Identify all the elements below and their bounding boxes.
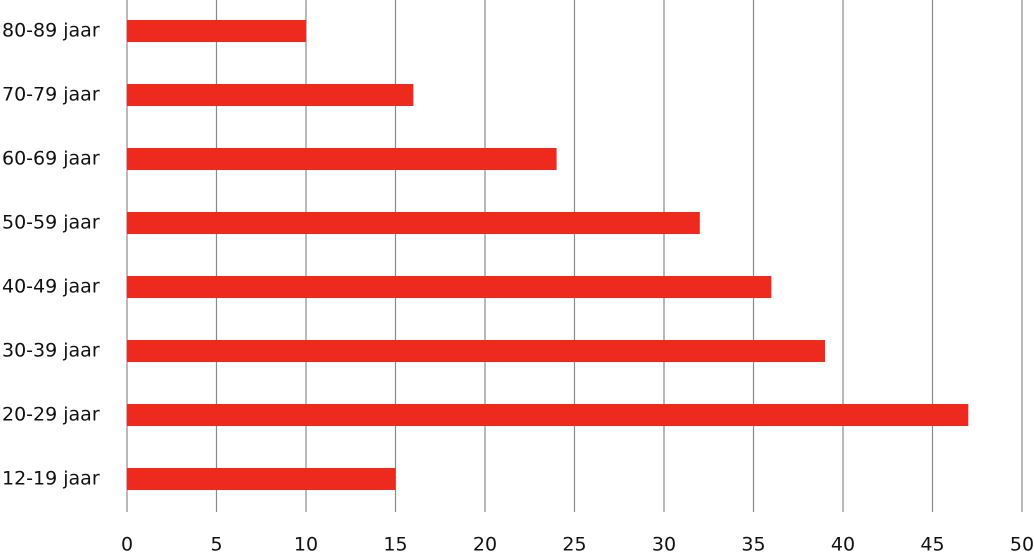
bar	[127, 148, 557, 170]
x-tick-label: 10	[294, 534, 318, 554]
x-tick-label: 35	[741, 534, 765, 554]
y-tick-label: 80-89 jaar	[2, 20, 100, 42]
y-tick-label: 12-19 jaar	[2, 468, 100, 490]
bar	[127, 340, 826, 362]
y-tick-label: 20-29 jaar	[2, 404, 100, 426]
x-tick-label: 30	[652, 534, 676, 554]
bar	[127, 84, 414, 106]
x-tick-label: 45	[920, 534, 944, 554]
x-tick-label: 40	[831, 534, 855, 554]
y-tick-label: 30-39 jaar	[2, 340, 100, 362]
y-tick-label: 60-69 jaar	[2, 148, 100, 170]
bar	[127, 468, 396, 490]
y-tick-label: 50-59 jaar	[2, 212, 100, 234]
x-tick-label: 0	[121, 534, 133, 554]
x-tick-label: 20	[473, 534, 497, 554]
x-tick-label: 5	[210, 534, 222, 554]
x-tick-label: 50	[1010, 534, 1034, 554]
x-tick-label: 25	[562, 534, 586, 554]
bar	[127, 404, 969, 426]
bar	[127, 276, 772, 298]
bar	[127, 20, 306, 42]
y-tick-label: 40-49 jaar	[2, 276, 100, 298]
y-tick-label: 70-79 jaar	[2, 84, 100, 106]
x-tick-label: 15	[383, 534, 407, 554]
bar	[127, 212, 700, 234]
